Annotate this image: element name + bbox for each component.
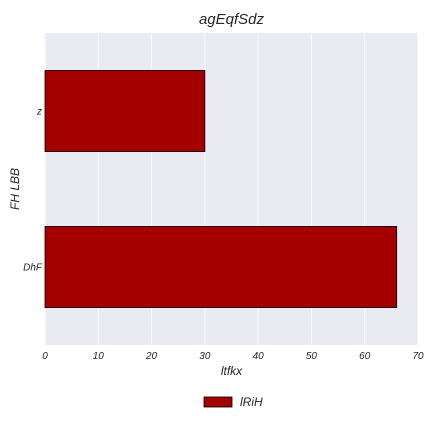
x-tick-label: 10: [93, 351, 105, 362]
bar: [44, 226, 398, 308]
legend-swatch: [203, 396, 233, 408]
x-axis-ticks: 0 10 20 30 40 50 60 70: [42, 351, 424, 362]
x-tick-label: 60: [359, 351, 371, 362]
y-axis-label: FH LBB: [8, 168, 22, 210]
x-tick-label: 30: [199, 351, 211, 362]
legend: lRiH: [203, 395, 263, 409]
y-tick-label: z: [36, 107, 42, 118]
bars: [44, 70, 398, 308]
x-tick-label: 70: [412, 351, 424, 362]
x-tick-label: 50: [306, 351, 318, 362]
legend-label: lRiH: [240, 395, 263, 409]
x-axis-label: ltfkx: [221, 364, 243, 378]
y-tick-label: DhF: [23, 263, 43, 274]
bar: [44, 70, 206, 152]
chart-title: agEqfSdz: [199, 11, 265, 28]
x-tick-label: 0: [42, 351, 48, 362]
x-tick-label: 40: [253, 351, 265, 362]
x-tick-label: 20: [145, 351, 158, 362]
y-axis-ticks: z DhF: [23, 107, 43, 274]
